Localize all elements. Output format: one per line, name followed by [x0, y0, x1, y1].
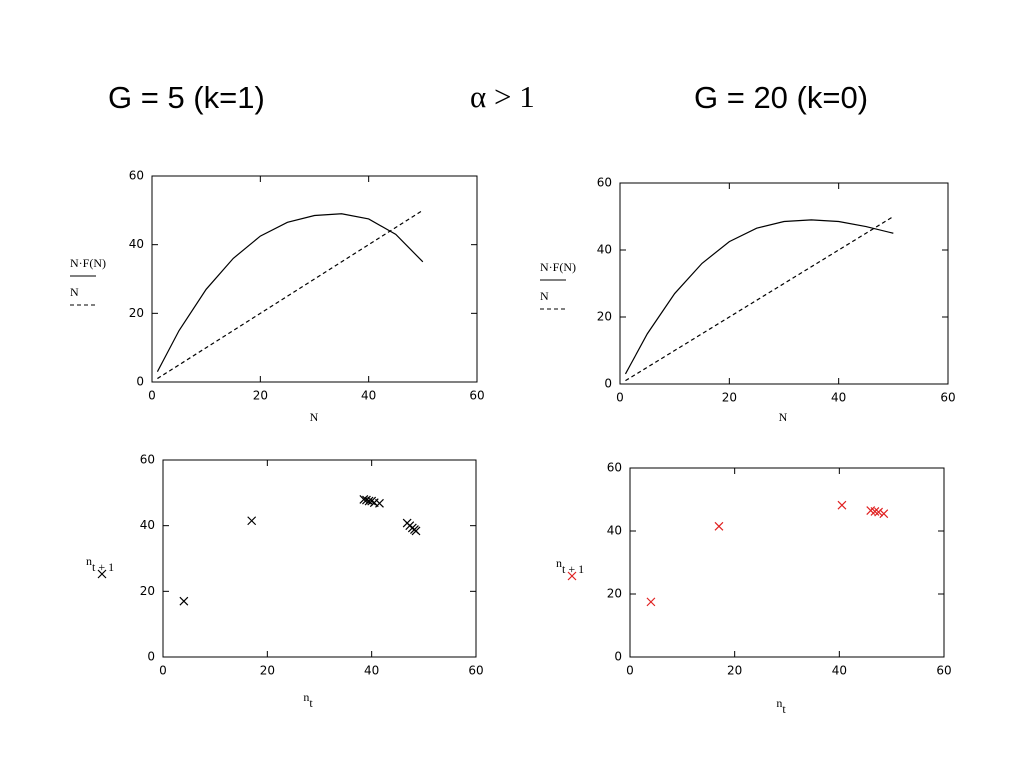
y-tick-label: 0 [147, 650, 155, 664]
x-tick-label: 20 [722, 391, 737, 405]
scatter-point [870, 507, 880, 516]
x-tick-label: 20 [253, 389, 268, 403]
legend-label-text: n [556, 556, 562, 570]
x-tick-label: 40 [832, 664, 847, 678]
y-tick-label: 60 [607, 461, 622, 475]
plot-frame [629, 467, 945, 658]
x-tick-label: 0 [626, 664, 634, 678]
y-tick-label: 60 [597, 176, 612, 190]
scatter-point [362, 495, 371, 505]
x-tick-label: 40 [831, 391, 846, 405]
y-tick-label: 0 [136, 375, 144, 389]
x-tick-label: 0 [159, 664, 167, 678]
x-tick-label: 20 [260, 664, 275, 678]
y-tick-label: 0 [604, 377, 612, 391]
plot-frame [151, 175, 478, 383]
x-tick-label: 0 [616, 391, 624, 405]
x-tick-label: 40 [364, 664, 379, 678]
scatter-point [714, 521, 724, 531]
x-axis-label: nt [303, 690, 313, 710]
legend-label: nt + 1 [86, 554, 114, 574]
slide-title: G = 20 (k=0) [694, 80, 868, 115]
legend-label: N·F(N) [70, 256, 106, 270]
y-tick-label: 20 [140, 584, 155, 598]
y-tick-label: 40 [607, 524, 622, 538]
series-line [156, 213, 424, 372]
y-tick-label: 20 [597, 310, 612, 324]
y-tick-label: 40 [140, 518, 155, 532]
x-axis-label-text: N [310, 410, 319, 424]
scatter-point [247, 516, 257, 526]
slide-title: α > 1 [470, 79, 535, 114]
scatter-point [879, 509, 889, 519]
x-axis-label: N [779, 410, 788, 424]
legend-label-text: n [86, 554, 92, 568]
x-axis-label-text: N [779, 410, 788, 424]
x-axis-label-text: n [303, 690, 309, 704]
slide-title: G = 5 (k=1) [108, 80, 265, 115]
scatter-point [359, 494, 369, 504]
plot-frame [162, 459, 477, 658]
scatter-point [179, 596, 189, 606]
x-tick-label: 20 [727, 664, 742, 678]
y-tick-label: 40 [129, 237, 144, 251]
scatter-point [375, 498, 384, 508]
legend-label: N [70, 285, 79, 299]
legend-label-subscript: t + 1 [562, 562, 584, 576]
x-axis-label: N [310, 410, 319, 424]
legend-swatch [97, 569, 107, 579]
scatter-point [364, 496, 374, 506]
scatter-point [411, 526, 421, 536]
x-axis-label-subscript: t [309, 696, 313, 710]
x-tick-label: 60 [936, 664, 951, 678]
x-tick-label: 40 [361, 389, 376, 403]
x-axis-label: nt [776, 696, 786, 716]
series-line [624, 219, 894, 375]
y-tick-label: 60 [129, 169, 144, 183]
y-tick-label: 40 [597, 243, 612, 257]
legend-label: N·F(N) [540, 260, 576, 274]
scatter-point [646, 597, 656, 607]
series-line [625, 215, 894, 382]
scatter-point [874, 507, 884, 517]
series-line [157, 209, 424, 380]
legend-swatch [567, 571, 577, 581]
legend-label-subscript: t + 1 [92, 560, 114, 574]
y-tick-label: 20 [129, 306, 144, 320]
scatter-point [367, 496, 377, 506]
x-tick-label: 60 [940, 391, 955, 405]
y-tick-label: 20 [607, 587, 622, 601]
legend-label: N [540, 289, 549, 303]
y-tick-label: 60 [140, 453, 155, 467]
plot-frame [619, 182, 949, 385]
x-tick-label: 0 [148, 389, 156, 403]
legend-label: nt + 1 [556, 556, 584, 576]
x-axis-label-subscript: t [782, 702, 786, 716]
y-tick-label: 0 [614, 650, 622, 664]
scatter-point [837, 500, 847, 510]
x-axis-label-text: n [776, 696, 782, 710]
x-tick-label: 60 [469, 389, 484, 403]
x-tick-label: 60 [468, 664, 483, 678]
